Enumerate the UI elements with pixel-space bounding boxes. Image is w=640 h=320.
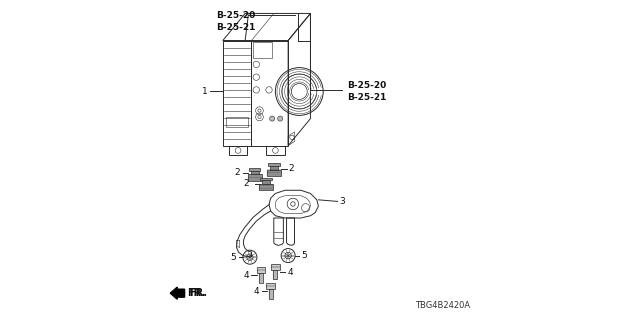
Polygon shape <box>268 163 280 166</box>
Text: 1: 1 <box>202 87 208 96</box>
Polygon shape <box>273 270 277 279</box>
Polygon shape <box>259 273 263 283</box>
Polygon shape <box>260 178 271 180</box>
Text: 5: 5 <box>231 253 237 262</box>
Text: FR.: FR. <box>189 288 207 298</box>
Polygon shape <box>270 166 278 170</box>
Text: 3: 3 <box>340 197 346 206</box>
Text: 4: 4 <box>244 271 249 280</box>
Text: 2: 2 <box>244 180 249 188</box>
Polygon shape <box>248 174 262 181</box>
Text: 4: 4 <box>287 268 293 277</box>
FancyArrow shape <box>170 287 184 299</box>
Text: TBG4B2420A: TBG4B2420A <box>415 301 470 310</box>
Polygon shape <box>271 264 280 270</box>
Polygon shape <box>267 170 281 176</box>
Text: 5: 5 <box>301 251 307 260</box>
Polygon shape <box>259 184 273 190</box>
Circle shape <box>278 116 283 121</box>
Polygon shape <box>251 171 259 174</box>
Polygon shape <box>249 168 260 171</box>
Text: 4: 4 <box>254 287 259 296</box>
Polygon shape <box>266 283 275 289</box>
Polygon shape <box>257 268 265 273</box>
Polygon shape <box>269 289 273 299</box>
Text: B-25-20
B-25-21: B-25-20 B-25-21 <box>216 11 256 32</box>
Text: B-25-20
B-25-21: B-25-20 B-25-21 <box>347 81 387 102</box>
Circle shape <box>269 116 275 121</box>
Polygon shape <box>262 180 269 184</box>
Text: 2: 2 <box>289 164 294 173</box>
Text: 2: 2 <box>235 168 241 177</box>
Text: FR.: FR. <box>188 288 205 298</box>
